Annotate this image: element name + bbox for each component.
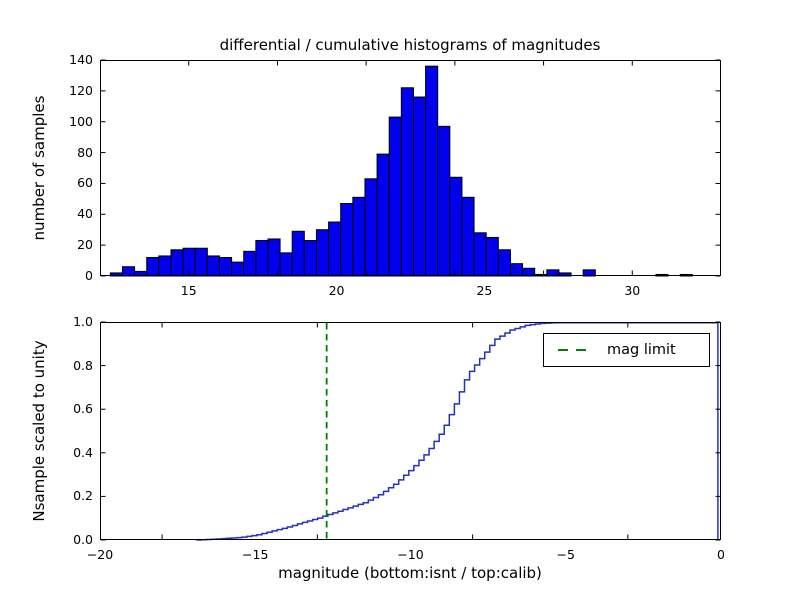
- histogram-bar: [497, 249, 511, 277]
- bottom-xtick-label: 0: [717, 547, 725, 562]
- figure-title: differential / cumulative histograms of …: [219, 36, 601, 54]
- bottom-xlabel: magnitude (bottom:isnt / top:calib): [278, 564, 542, 582]
- histogram-bar: [279, 252, 293, 277]
- top-ytick-label: 0: [85, 267, 93, 283]
- histogram-bar: [231, 261, 245, 277]
- bottom-xtick-label: −5: [556, 547, 575, 562]
- histogram-bar: [328, 221, 342, 277]
- top-xtick-label: 15: [180, 283, 197, 298]
- histogram-bar: [255, 240, 269, 277]
- top-ylabel: number of samples: [30, 95, 48, 241]
- bottom-ytick-label: 0.8: [73, 357, 93, 373]
- histogram-bar: [218, 256, 233, 277]
- top-ytick-label: 100: [69, 113, 93, 129]
- histogram-bar: [425, 65, 439, 277]
- histogram-bar: [121, 266, 136, 277]
- histogram-bar: [473, 232, 487, 277]
- top-xtick-label: 20: [328, 283, 345, 298]
- top-ytick-label: 140: [69, 51, 93, 67]
- bottom-ytick-label: 0.0: [73, 531, 93, 547]
- histogram-bar: [267, 238, 281, 277]
- histogram-bar: [364, 178, 378, 277]
- histogram-bar: [352, 196, 366, 277]
- bottom-axes-frame: [100, 322, 721, 540]
- histogram-bar: [509, 263, 524, 277]
- bottom-ytick-label: 0.2: [73, 488, 93, 504]
- histogram-bar: [449, 176, 463, 277]
- top-ytick-label: 80: [77, 144, 93, 160]
- top-xtick-label: 30: [624, 283, 641, 298]
- histogram-bar: [194, 247, 208, 277]
- top-axes-frame: [100, 60, 721, 276]
- histogram-bar: [461, 196, 475, 277]
- histogram-bar: [146, 256, 160, 277]
- histogram-bar: [315, 229, 330, 277]
- bottom-xtick-label: −15: [242, 547, 269, 562]
- histogram-bar: [485, 236, 499, 277]
- bottom-ylabel: Nsample scaled to unity: [30, 340, 48, 522]
- histogram-bar: [340, 202, 354, 277]
- top-ytick-label: 60: [77, 175, 93, 191]
- bottom-ytick-label: 0.4: [73, 444, 93, 460]
- top-xtick-label: 25: [476, 283, 493, 298]
- legend: mag limit: [543, 333, 710, 367]
- histogram-bar: [388, 116, 402, 277]
- histogram-bar: [291, 230, 305, 277]
- bottom-ytick-label: 0.6: [73, 400, 93, 416]
- bottom-ytick-label: 1.0: [73, 313, 93, 329]
- top-ytick-label: 120: [69, 82, 93, 98]
- legend-dashed-line-sample: [558, 349, 592, 351]
- histogram-bar: [158, 255, 172, 277]
- histogram-bar: [243, 250, 257, 277]
- bottom-xtick-label: −10: [397, 547, 424, 562]
- legend-label: mag limit: [607, 342, 676, 358]
- histogram-bar: [400, 87, 414, 277]
- histogram-bar: [412, 96, 427, 277]
- bottom-xtick-label: −20: [86, 547, 114, 562]
- histogram-bar: [376, 153, 390, 277]
- histogram-bar: [170, 249, 184, 277]
- top-ytick-label: 40: [77, 206, 93, 222]
- histogram-bar: [437, 125, 451, 277]
- histogram-bar: [522, 267, 536, 277]
- histogram-bar: [206, 255, 220, 277]
- histogram-bar: [303, 240, 317, 277]
- top-ytick-label: 20: [77, 236, 93, 252]
